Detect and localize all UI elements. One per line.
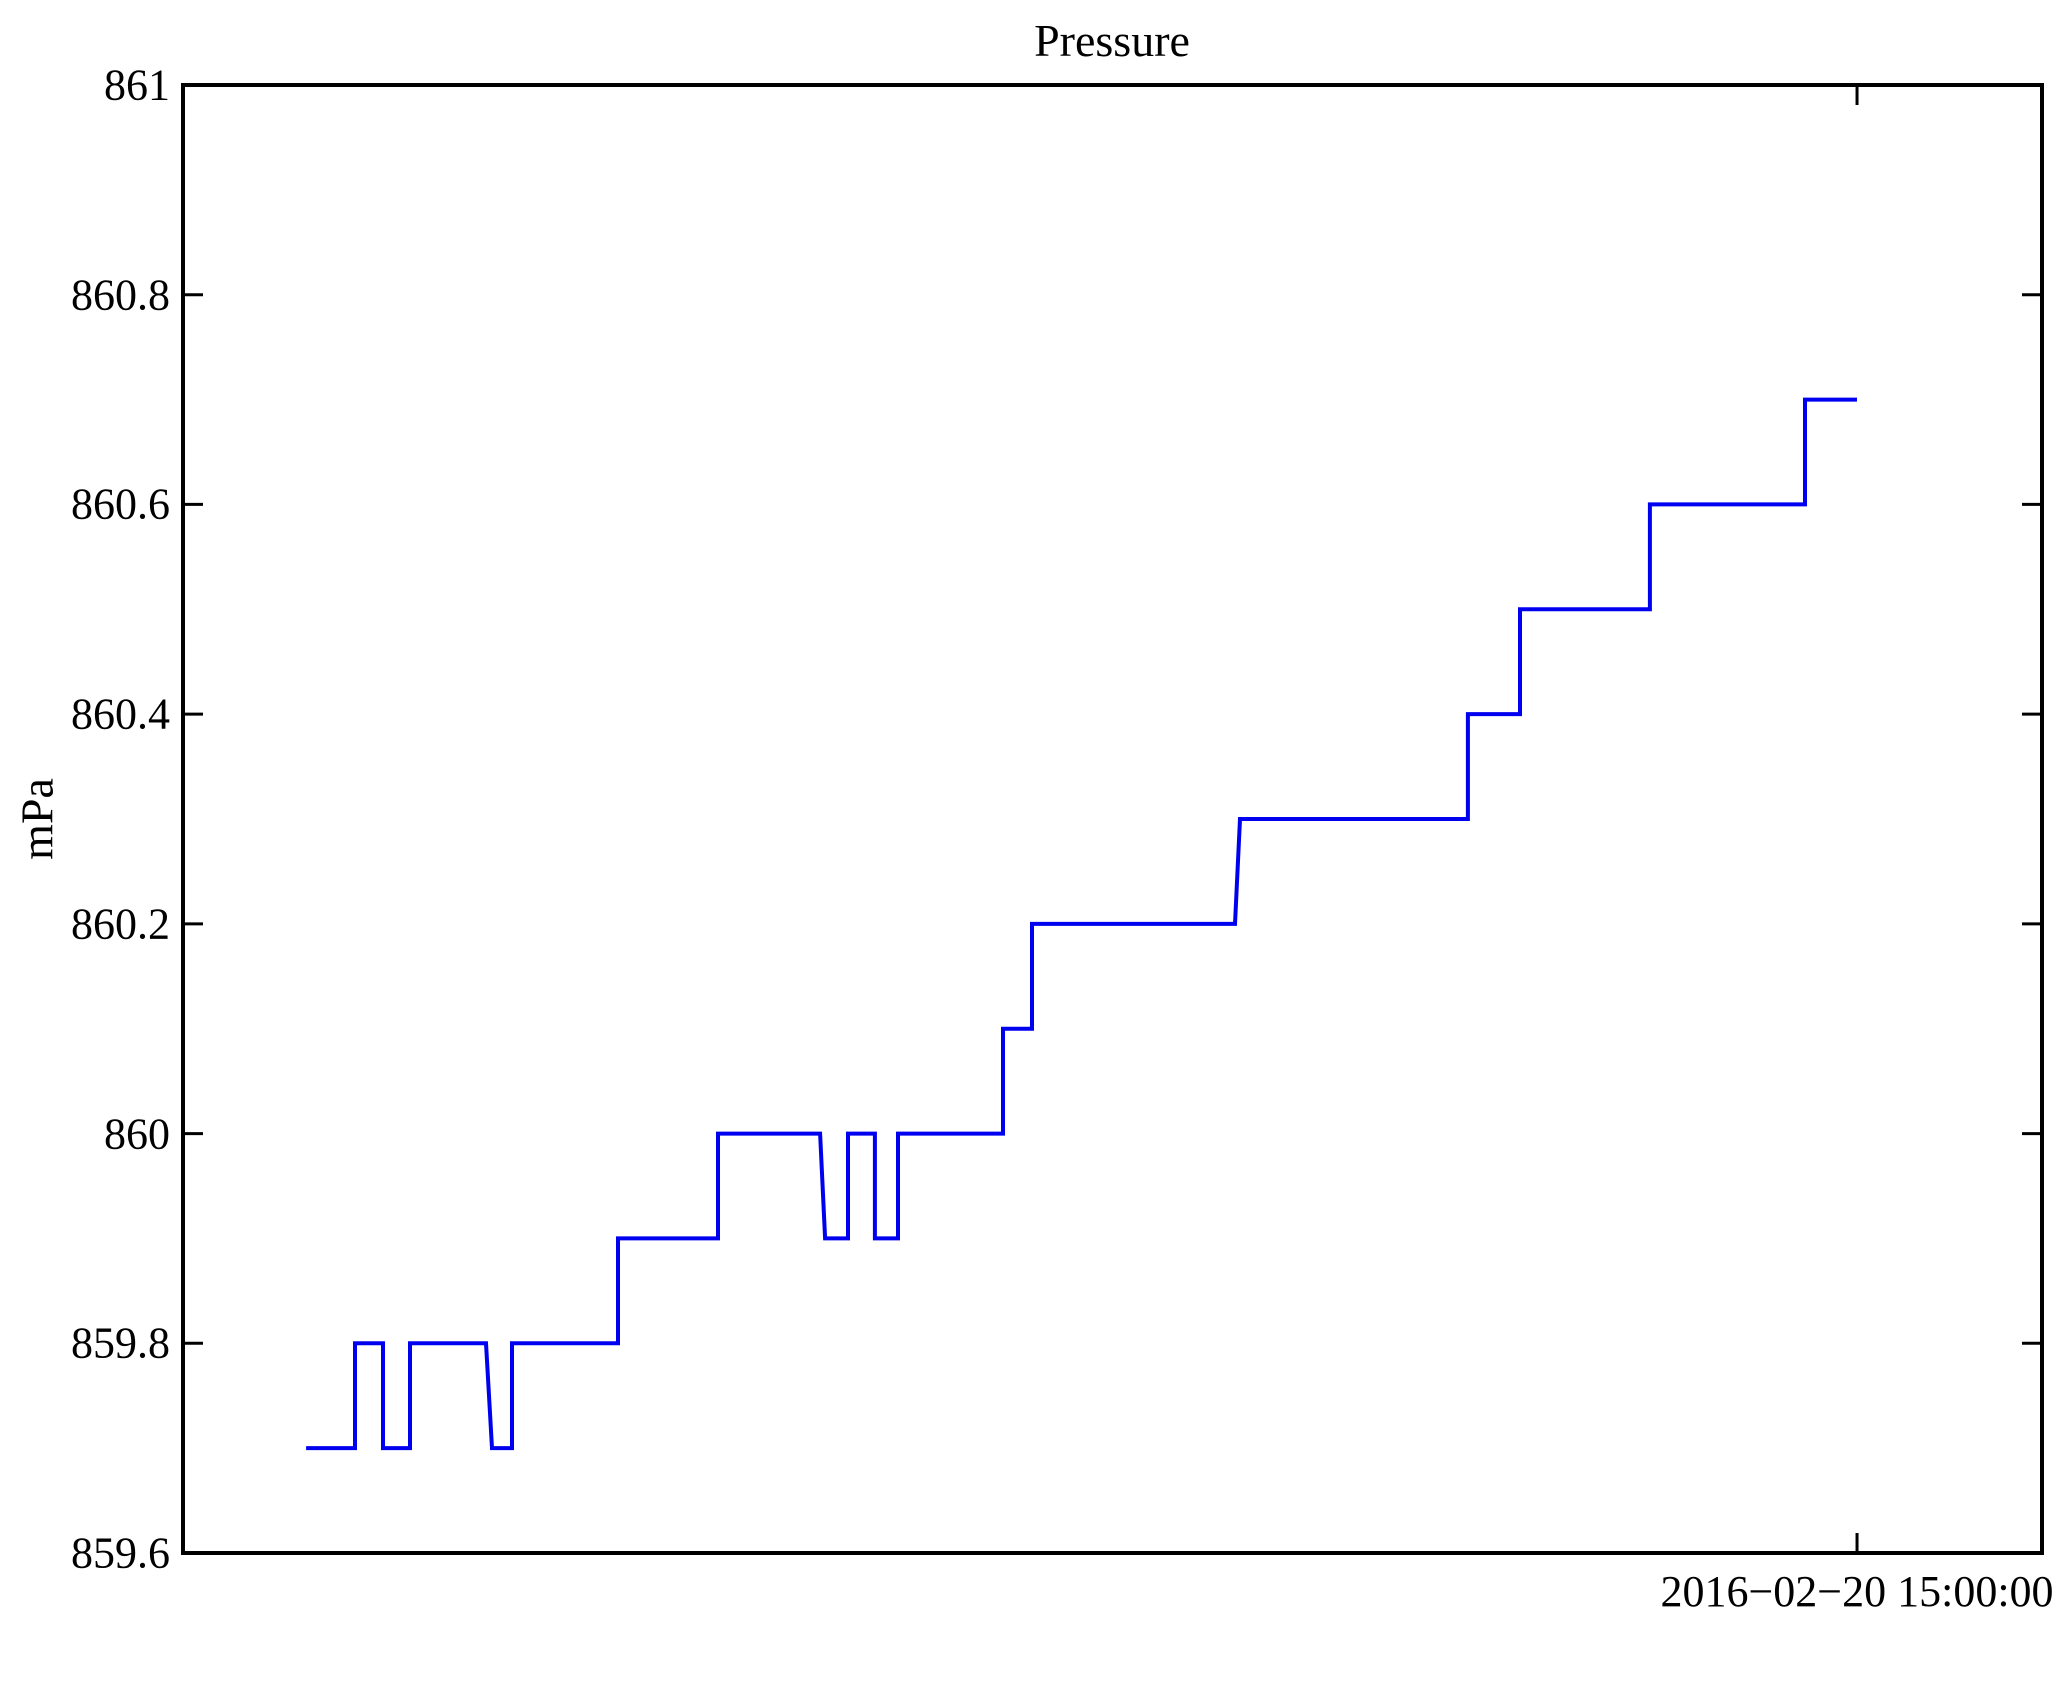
plot-canvas [181, 83, 2044, 1555]
y-tick-label: 860.6 [71, 479, 170, 529]
y-tick-label: 860.2 [71, 899, 170, 949]
pressure-step-line [306, 397, 1857, 1451]
axes-box [181, 83, 2044, 1555]
y-tick-label: 859.8 [71, 1318, 170, 1368]
y-tick-label: 860.4 [71, 689, 170, 739]
y-tick-label: 860.8 [71, 270, 170, 320]
chart-title: Pressure [1034, 15, 1190, 66]
y-tick-label: 861 [104, 60, 170, 110]
x-axis-tick-label: 2016−02−20 15:00:00 [1660, 1567, 2054, 1616]
y-tick-label: 860 [104, 1109, 170, 1159]
y-axis-label: mPa [11, 778, 63, 860]
y-tick-label: 859.6 [71, 1528, 170, 1578]
plot-area [181, 83, 2044, 1555]
